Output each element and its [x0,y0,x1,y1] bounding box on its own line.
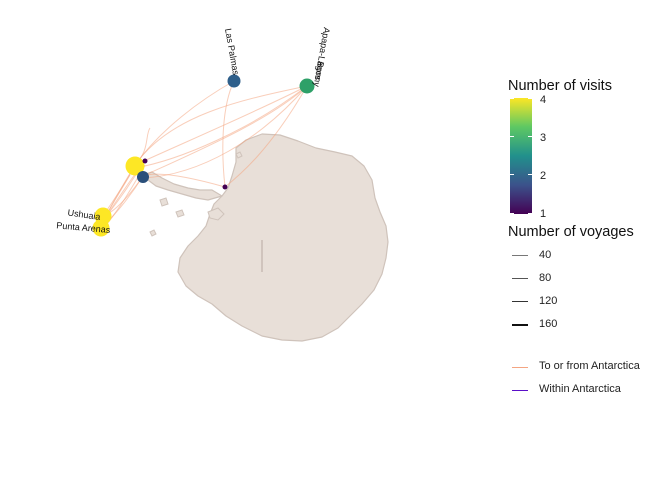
route-type-label: To or from Antarctica [539,360,640,372]
port-antarctic-peninsula-2 [137,171,149,183]
island [207,207,225,221]
visits-legend-title: Number of visits [508,78,612,94]
voyages-legend-label: 160 [539,318,558,330]
label-bonny: Bonny [312,61,326,88]
colorbar-tick [528,213,532,214]
voyages-legend-label: 80 [539,272,552,284]
route-type-label: Within Antarctica [539,383,621,395]
route [142,85,308,177]
route-type-item: To or from Antarctica [508,356,668,379]
route [142,85,308,179]
route [222,80,235,188]
route-type-legend: To or from Antarctica Within Antarctica [508,356,668,402]
voyages-line-swatch [512,278,528,279]
voyages-legend-item: 160 [508,313,668,336]
island [159,197,169,207]
legend: Number of visits 4 3 2 1 Number of voyag… [508,78,668,402]
colorbar-tick [510,136,514,137]
port-punta-arenas [92,219,110,237]
colorbar-tick [510,98,514,99]
colorbar-label: 4 [540,94,547,106]
ports-layer [92,74,315,237]
voyages-line-swatch [512,324,528,326]
colorbar-tick [528,174,532,175]
label-punta-arenas: Punta Arenas [56,220,111,235]
colorbar-tick [510,174,514,175]
visits-colorbar [510,98,532,214]
voyages-legend: Number of voyages 40 80 120 160 [508,224,668,336]
route [134,85,308,169]
antarctica-landmass [177,133,389,342]
route [134,85,308,166]
label-las-palmas: Las Palmas [223,28,241,77]
port-antarctic-interior [222,184,228,190]
voyages-legend-item: 80 [508,267,668,290]
voyages-legend-label: 40 [539,249,552,261]
voyages-legend-item: 120 [508,290,668,313]
route [224,85,308,188]
colorbar-label: 1 [540,208,547,220]
voyages-legend-item: 40 [508,244,668,267]
voyages-line-swatch [512,255,528,256]
colorbar-tick [528,98,532,99]
colorbar-label: 3 [540,132,547,144]
port-antarctic-peninsula-main [125,156,145,176]
route-type-swatch [512,390,528,392]
port-apapa-lagos [299,78,315,94]
colorbar-tick [510,213,514,214]
route [142,173,226,188]
voyages-legend-title: Number of voyages [508,224,634,240]
island [235,151,243,159]
visits-legend: Number of visits 4 3 2 1 [508,78,668,220]
voyages-line-swatch [512,301,528,303]
label-ushuaia: Ushuaia [67,207,101,221]
port-las-palmas [227,74,241,88]
island [175,209,185,218]
route [134,85,308,166]
route-type-item: Within Antarctica [508,379,668,402]
island [149,229,157,237]
colorbar-tick [528,136,532,137]
port-antarctic-small [142,158,148,164]
voyages-legend-label: 120 [539,295,558,307]
colorbar-label: 2 [540,170,547,182]
route-type-swatch [512,367,528,369]
